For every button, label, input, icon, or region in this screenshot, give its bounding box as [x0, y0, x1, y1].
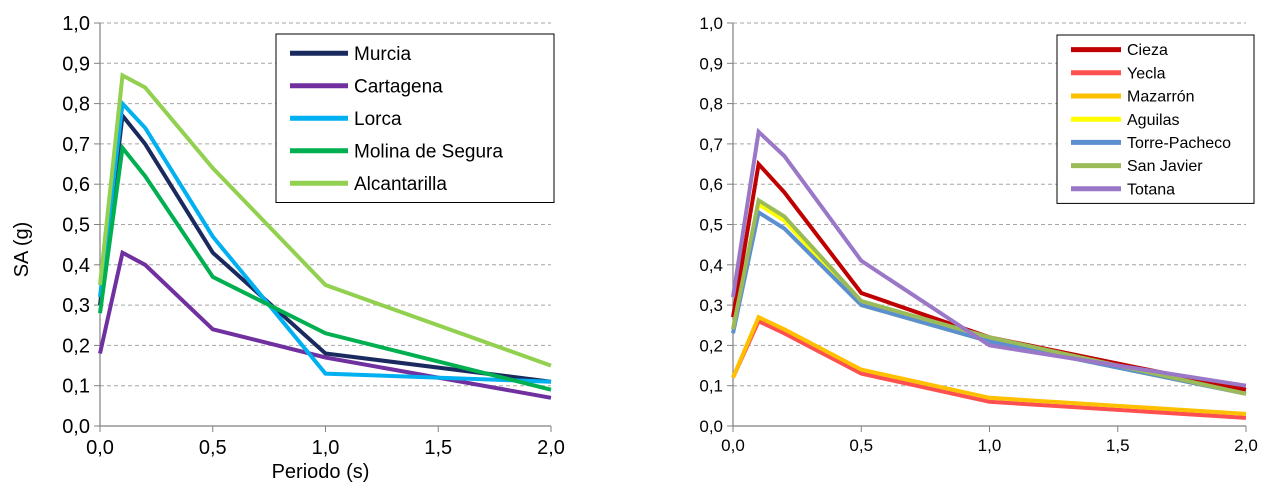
y-tick-label: 0,9	[62, 53, 90, 75]
y-tick-label: 0,5	[699, 215, 723, 234]
legend-label: Cartagena	[354, 76, 443, 97]
series-line-aguilas	[731, 201, 1247, 396]
x-tick-label: 2,0	[537, 437, 565, 459]
series-line-alcantarilla	[98, 72, 552, 368]
series-line-molina-de-segura	[98, 143, 552, 392]
legend-label: Aguilas	[1127, 112, 1179, 129]
x-tick-label: 0,5	[849, 436, 873, 455]
x-axis-label: Periodo (s)	[272, 461, 370, 483]
legend-label: Mazarrón	[1127, 89, 1195, 106]
legend-label: Molina de Segura	[354, 141, 503, 162]
y-tick-label: 0,8	[699, 95, 723, 114]
y-tick-label: 0,0	[699, 417, 723, 436]
x-tick-label: 0,5	[199, 437, 227, 459]
legend-label: San Javier	[1127, 158, 1203, 175]
legend-label: Totana	[1127, 181, 1175, 198]
x-tick-label: 1,0	[312, 437, 340, 459]
x-tick-label: 2,0	[1234, 436, 1258, 455]
x-tick-label: 1,5	[424, 437, 452, 459]
y-tick-label: 0,5	[62, 215, 90, 237]
y-tick-label: 0,7	[699, 135, 723, 154]
y-tick-label: 1,0	[62, 13, 90, 35]
y-tick-label: 0,1	[699, 377, 723, 396]
series-line-totana	[731, 127, 1247, 388]
series-line-torre-pacheco	[731, 209, 1247, 396]
series-line-cartagena	[98, 249, 552, 400]
series-line-mazarr-n	[731, 314, 1247, 416]
legend-label: Yecla	[1127, 65, 1166, 82]
y-tick-label: 0,6	[699, 175, 723, 194]
legend-label: Alcantarilla	[354, 174, 447, 195]
x-tick-label: 0,0	[721, 436, 745, 455]
legend-label: Lorca	[354, 109, 402, 130]
legend-label: Murcia	[354, 44, 411, 65]
y-axis-label: SA (g)	[11, 222, 33, 278]
legend: Murcia Cartagena Lorca Molina de Segura Alca…	[275, 33, 555, 203]
legend: Cieza Yecla Mazarrón Aguilas Torre-Pacheco Sa…	[1056, 34, 1255, 204]
y-tick-label: 0,4	[699, 256, 723, 275]
x-tick-label: 0,0	[86, 437, 114, 459]
chart-left: 0,0 0,1 0,2 0,3 0,4 0,5 0,6 0,7 0,8 0,9 1,0 0,0 0,5 1…	[11, 13, 565, 483]
chart-right: 0,0 0,1 0,2 0,3 0,4 0,5 0,6 0,7 0,8 0,9 1,0 0,0 0,5 1…	[699, 14, 1257, 455]
series-line-san-javier	[731, 197, 1247, 396]
y-tick-label: 0,4	[62, 255, 90, 277]
y-tick-label: 0,0	[62, 416, 90, 438]
legend-label: Cieza	[1127, 42, 1168, 59]
legend-label: Torre-Pacheco	[1127, 135, 1231, 152]
y-tick-label: 0,7	[62, 134, 90, 156]
y-tick-label: 0,3	[699, 296, 723, 315]
y-tick-label: 0,2	[699, 336, 723, 355]
y-tick-label: 0,3	[62, 295, 90, 317]
y-tick-label: 0,9	[699, 54, 723, 73]
y-tick-label: 0,1	[62, 376, 90, 398]
y-tick-label: 0,8	[62, 94, 90, 116]
y-tick-label: 0,2	[62, 335, 90, 357]
series-line-lorca	[98, 99, 552, 384]
x-tick-label: 1,0	[978, 436, 1002, 455]
x-tick-label: 1,5	[1106, 436, 1130, 455]
y-tick-label: 0,6	[62, 174, 90, 196]
y-tick-label: 1,0	[699, 14, 723, 33]
